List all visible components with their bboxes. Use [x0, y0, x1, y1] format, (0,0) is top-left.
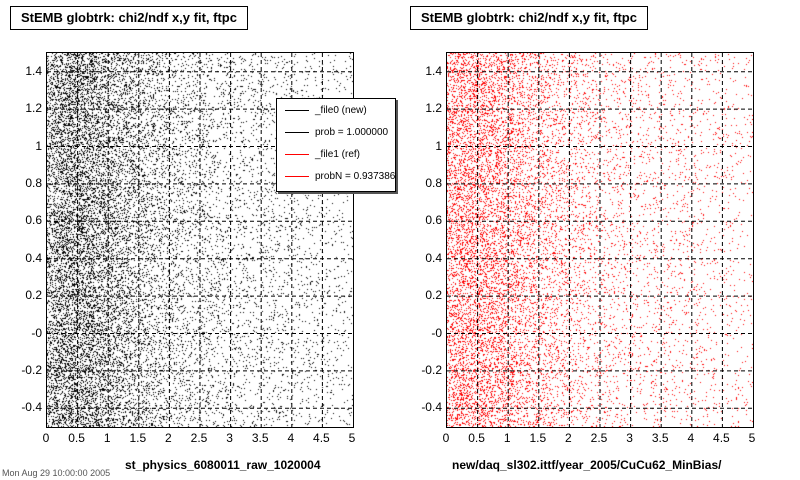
- x-tick-label: 1: [503, 431, 511, 445]
- legend-swatch: [285, 132, 309, 133]
- x-tick-label: 4: [287, 431, 295, 445]
- y-tick-label: -0.4: [21, 400, 42, 415]
- x-axis-label: new/daq_sl302.ittf/year_2005/CuCu62_MinB…: [452, 458, 722, 472]
- legend-entry: _file0 (new): [277, 101, 395, 121]
- grid-lines: [47, 53, 353, 427]
- grid-lines: [447, 53, 753, 427]
- y-tick-label: 0.2: [425, 288, 442, 303]
- x-tick-label: 0.5: [68, 431, 85, 445]
- x-tick-label: 0: [42, 431, 50, 445]
- y-tick-label: 1.2: [425, 101, 442, 116]
- legend-entry: probN = 0.937386: [277, 167, 395, 187]
- legend-label: prob = 1.000000: [315, 127, 389, 138]
- legend-label: probN = 0.937386: [315, 171, 396, 182]
- legend-swatch: [285, 154, 309, 155]
- x-tick-label: 4: [687, 431, 695, 445]
- legend-box: _file0 (new) prob = 1.000000 _file1 (ref…: [276, 98, 396, 192]
- x-tick-label: 1.5: [129, 431, 147, 445]
- y-tick-label: 0.2: [25, 288, 42, 303]
- x-tick-label: 5: [748, 431, 756, 445]
- x-tick-label: 1: [103, 431, 111, 445]
- x-tick-label: 5: [348, 431, 356, 445]
- y-tick-label: 1: [35, 138, 42, 153]
- x-tick-label: 3.5: [651, 431, 669, 445]
- y-tick-label: 0.4: [25, 250, 42, 265]
- legend-swatch: [285, 176, 309, 177]
- x-tick-label: 3: [626, 431, 633, 445]
- x-axis-label: st_physics_6080011_raw_1020004: [125, 458, 321, 472]
- x-tick-label: 3: [226, 431, 233, 445]
- legend-swatch: [285, 110, 309, 111]
- x-tick-label: 0: [442, 431, 450, 445]
- y-tick-label: 0.8: [425, 175, 442, 190]
- legend-entry: prob = 1.000000: [277, 123, 395, 143]
- chart-title: StEMB globtrk: chi2/ndf x,y fit, ftpc: [10, 6, 248, 30]
- x-tick-label: 2.5: [190, 431, 208, 445]
- plot-frame: [446, 52, 754, 428]
- y-tick-label: -0.4: [421, 400, 442, 415]
- y-tick-label: 0.6: [425, 213, 442, 228]
- right-chart-panel: StEMB globtrk: chi2/ndf x,y fit, ftpc -0…: [400, 0, 800, 480]
- y-tick-label: -0: [31, 325, 42, 340]
- x-tick-label: 2: [565, 431, 572, 445]
- y-tick-label: 0.6: [25, 213, 42, 228]
- x-tick-label: 4.5: [313, 431, 330, 445]
- y-tick-label: 1.4: [425, 63, 442, 78]
- y-tick-label: 1.4: [25, 63, 42, 78]
- x-tick-label: 2: [165, 431, 172, 445]
- y-tick-label: -0: [431, 325, 442, 340]
- y-tick-label: 0.8: [25, 175, 42, 190]
- y-tick-label: 1: [435, 138, 442, 153]
- legend-label: _file0 (new): [315, 105, 367, 116]
- legend-label: _file1 (ref): [315, 149, 361, 160]
- y-tick-label: 0.4: [425, 250, 442, 265]
- x-tick-label: 0.5: [468, 431, 485, 445]
- x-tick-label: 4.5: [713, 431, 730, 445]
- chart-title: StEMB globtrk: chi2/ndf x,y fit, ftpc: [410, 6, 648, 30]
- y-tick-label: -0.2: [421, 362, 442, 377]
- legend-entry: _file1 (ref): [277, 145, 395, 165]
- x-tick-label: 3.5: [251, 431, 269, 445]
- x-tick-label: 1.5: [529, 431, 547, 445]
- y-tick-label: 1.2: [25, 101, 42, 116]
- left-chart-panel: StEMB globtrk: chi2/ndf x,y fit, ftpc -0…: [2, 6, 396, 478]
- x-tick-label: 2.5: [590, 431, 608, 445]
- footer-timestamp: Mon Aug 29 10:00:00 2005: [2, 468, 111, 478]
- y-tick-label: -0.2: [21, 362, 42, 377]
